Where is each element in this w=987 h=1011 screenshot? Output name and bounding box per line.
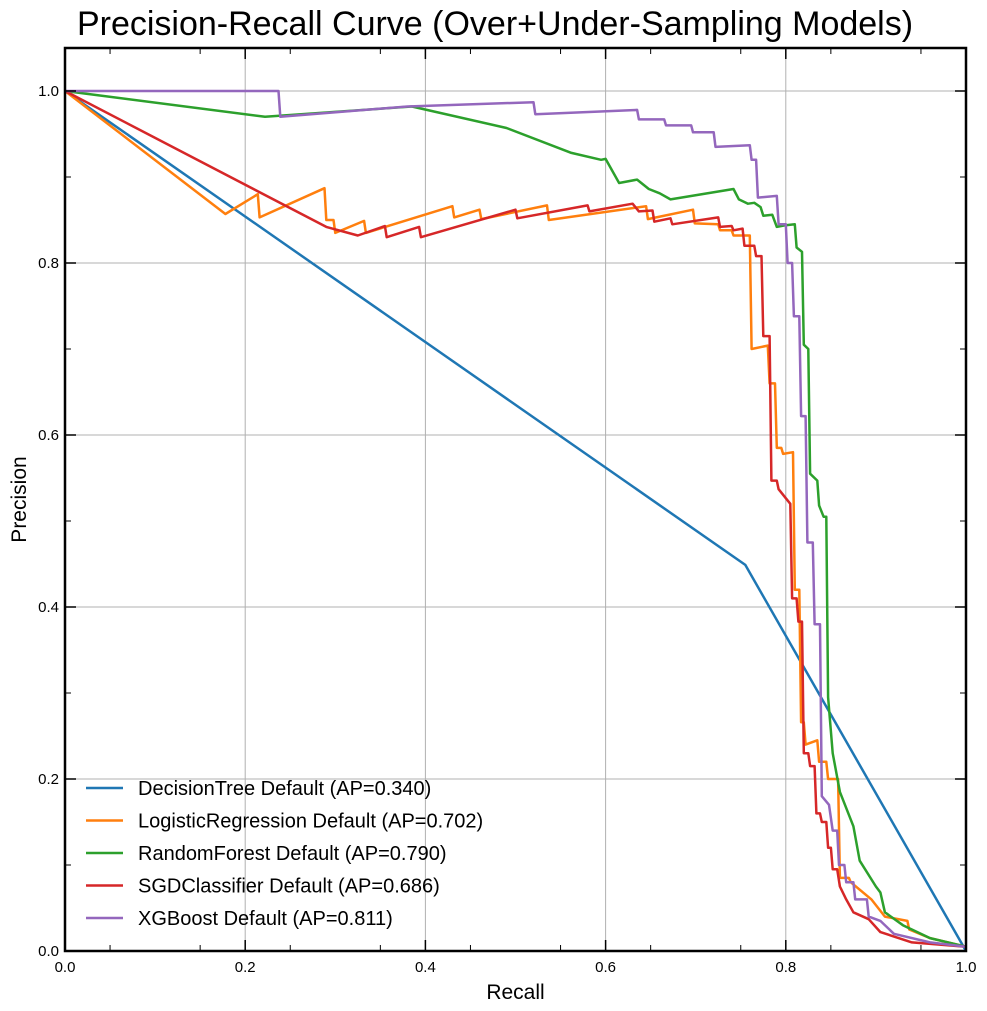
- series-line-0: [64, 89, 968, 952]
- series-lines: [64, 89, 968, 952]
- x-tick-label: 0.6: [595, 959, 616, 976]
- series-line-2: [64, 89, 967, 948]
- legend-entry-4: XGBoost Default (AP=0.811): [138, 908, 393, 930]
- legend-entry-2: RandomForest Default (AP=0.790): [138, 843, 447, 865]
- x-tick-label: 1.0: [956, 959, 977, 976]
- x-tick-label: 0.8: [775, 959, 796, 976]
- x-axis-label: Recall: [486, 981, 544, 1004]
- x-tick-label: 0.4: [415, 959, 436, 976]
- plot-frame: [63, 46, 968, 953]
- legend: DecisionTree Default (AP=0.340) LogisticR…: [86, 778, 483, 930]
- y-tick-label: 0.2: [38, 771, 59, 788]
- axis-ticks: 0.00.0 0.2 0.2 0.4 0.4 0.6 0.6 0.8 0.8 1.0 1.0: [38, 48, 976, 976]
- y-tick-label: 0.4: [38, 599, 59, 616]
- y-tick-label: 0.8: [38, 255, 59, 272]
- y-tick-label: 0.6: [38, 427, 59, 444]
- legend-entry-1: LogisticRegression Default (AP=0.702): [138, 811, 483, 833]
- y-tick-label: 1.0: [38, 83, 59, 100]
- x-tick-label: 0.0: [55, 959, 76, 976]
- chart-title: Precision-Recall Curve (Over+Under-Sampl…: [77, 5, 913, 43]
- x-tick-label: 0.2: [235, 959, 256, 976]
- series-line-1: [64, 90, 967, 948]
- y-tick-label: 0.0: [38, 943, 59, 960]
- legend-entry-0: DecisionTree Default (AP=0.340): [138, 778, 431, 800]
- legend-entry-3: SGDClassifier Default (AP=0.686): [138, 876, 440, 898]
- series-line-3: [64, 89, 967, 948]
- series-line-4: [65, 89, 967, 948]
- y-axis-label: Precision: [8, 456, 31, 542]
